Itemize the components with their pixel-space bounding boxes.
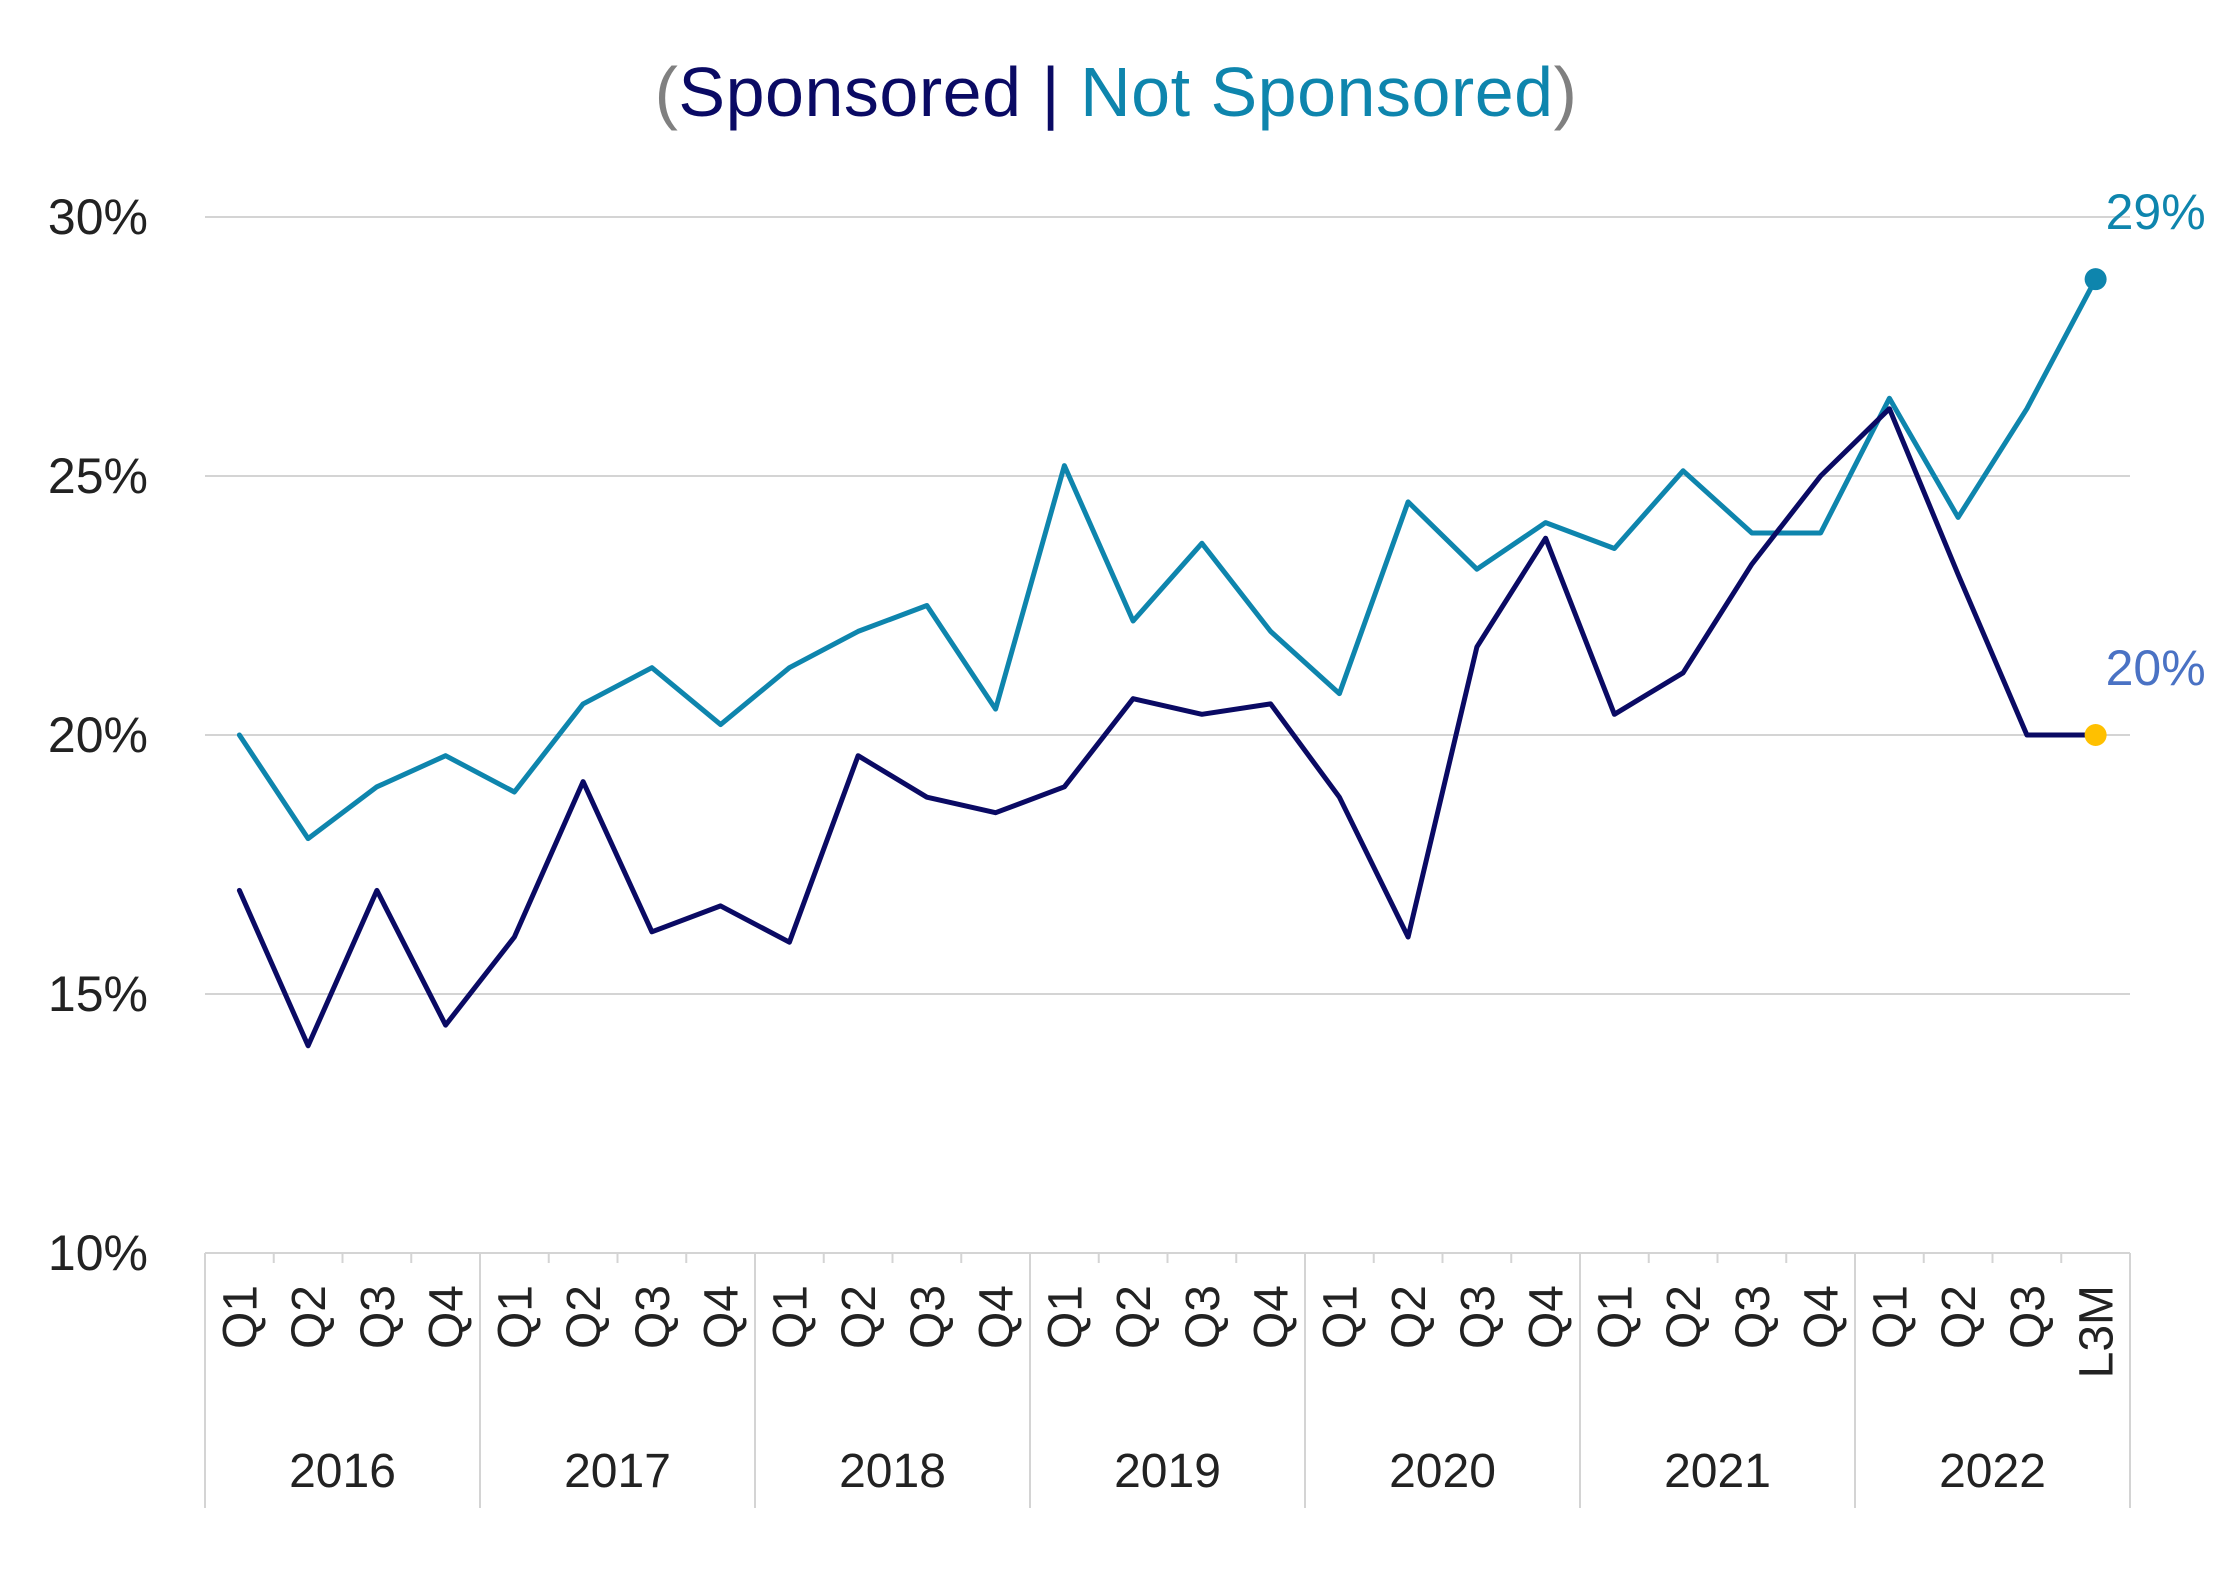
x-tick-label: Q3 bbox=[1452, 1285, 1505, 1349]
y-tick-label: 15% bbox=[48, 966, 148, 1022]
x-group-label: 2019 bbox=[1114, 1445, 1221, 1498]
gridlines bbox=[205, 216, 2130, 995]
end-labels: 20% 29% bbox=[2084, 184, 2206, 746]
series-line-not-sponsored bbox=[236, 276, 2099, 842]
x-group-label: 2018 bbox=[839, 1445, 946, 1498]
y-tick-label: 20% bbox=[48, 707, 148, 763]
x-tick-label: Q3 bbox=[1177, 1285, 1230, 1349]
x-tick-label: Q2 bbox=[833, 1285, 886, 1349]
y-axis: 10% 15% 20% 25% 30% bbox=[48, 189, 148, 1281]
x-axis: Q1 Q2 Q3 Q4 Q1 Q2 Q3 Q4 Q1 Q2 Q3 Q4 Q1 Q2 Q3 Q4 Q1 Q2 Q3 Q4… bbox=[204, 1252, 2131, 1508]
x-group-label: 2020 bbox=[1389, 1445, 1496, 1498]
x-tick-label: Q2 bbox=[1383, 1285, 1436, 1349]
x-tick-label: Q3 bbox=[352, 1285, 405, 1349]
x-tick-label: Q2 bbox=[1658, 1285, 1711, 1349]
end-marker-not-sponsored bbox=[2084, 268, 2107, 291]
x-tick-label: Q1 bbox=[214, 1285, 267, 1349]
x-tick-label: Q4 bbox=[971, 1285, 1024, 1349]
x-tick-label: Q1 bbox=[1314, 1285, 1367, 1349]
x-tick-label: Q4 bbox=[1796, 1285, 1849, 1349]
end-label-not-sponsored: 29% bbox=[2106, 184, 2206, 240]
y-tick-label: 10% bbox=[48, 1225, 148, 1281]
x-tick-label: Q2 bbox=[1108, 1285, 1161, 1349]
x-tick-label: Q3 bbox=[627, 1285, 680, 1349]
end-marker-sponsored bbox=[2084, 724, 2107, 746]
x-tick-label: Q4 bbox=[696, 1285, 749, 1349]
x-tick-label: Q4 bbox=[1246, 1285, 1299, 1349]
x-tick-label: Q3 bbox=[902, 1285, 955, 1349]
series-line-sponsored bbox=[236, 406, 2099, 1049]
x-tick-label: Q3 bbox=[1727, 1285, 1780, 1349]
title-series-sponsored: Sponsored bbox=[678, 53, 1022, 131]
x-tick-label: Q1 bbox=[1864, 1285, 1917, 1349]
x-group-label: 2017 bbox=[564, 1445, 671, 1498]
title-open-paren: ( bbox=[654, 53, 679, 131]
x-tick-label: Q1 bbox=[1589, 1285, 1642, 1349]
title-separator: | bbox=[1021, 53, 1081, 131]
x-tick-label: Q3 bbox=[2002, 1285, 2055, 1349]
y-tick-label: 25% bbox=[48, 448, 148, 504]
x-tick-label: Q4 bbox=[421, 1285, 474, 1349]
x-tick-label: Q2 bbox=[283, 1285, 336, 1349]
y-tick-label: 30% bbox=[48, 189, 148, 245]
x-tick-label: Q2 bbox=[558, 1285, 611, 1349]
x-group-label: 2021 bbox=[1664, 1445, 1771, 1498]
x-tick-label: Q1 bbox=[489, 1285, 542, 1349]
series-lines bbox=[236, 276, 2099, 1049]
x-tick-label: Q2 bbox=[1933, 1285, 1986, 1349]
title-series-not-sponsored: Not Sponsored bbox=[1080, 53, 1554, 131]
x-tick-label: Q4 bbox=[1521, 1285, 1574, 1349]
x-tick-label: Q1 bbox=[1039, 1285, 1092, 1349]
x-group-label: 2022 bbox=[1939, 1445, 2046, 1498]
x-group-label: 2016 bbox=[289, 1445, 396, 1498]
x-tick-label: L3M bbox=[2071, 1285, 2124, 1378]
chart-title: (Sponsored | Not Sponsored) bbox=[0, 52, 2232, 132]
x-tick-label: Q1 bbox=[764, 1285, 817, 1349]
title-close-paren: ) bbox=[1553, 53, 1578, 131]
end-label-sponsored: 20% bbox=[2106, 640, 2206, 696]
